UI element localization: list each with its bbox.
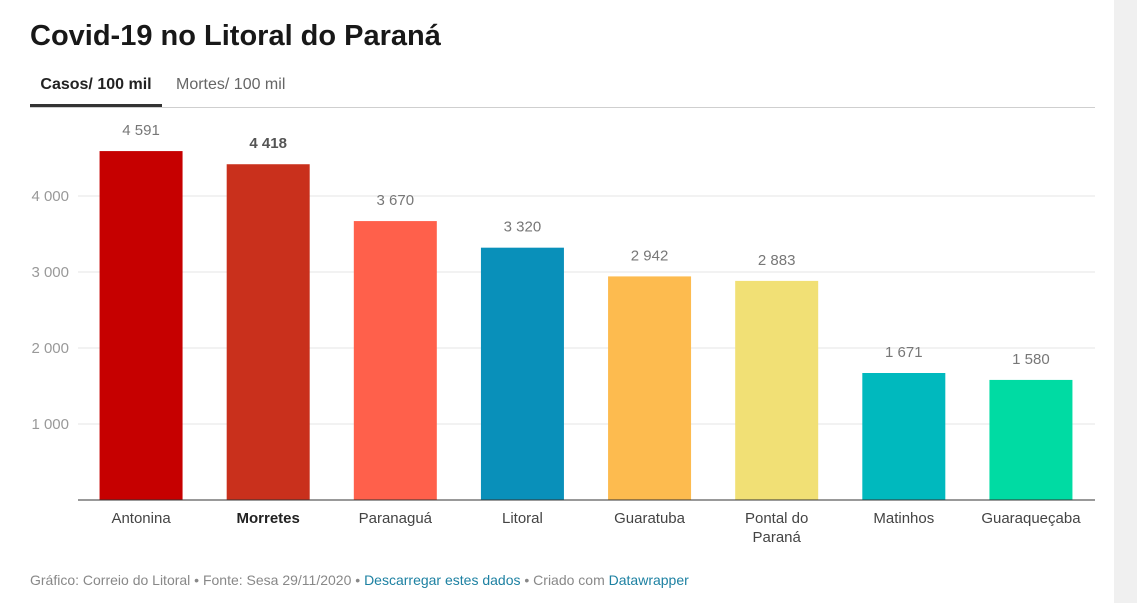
bar[interactable] (608, 276, 692, 500)
tab-bar: Casos/ 100 mil Mortes/ 100 mil (30, 66, 1095, 108)
chart-title: Covid-19 no Litoral do Paraná (30, 20, 441, 52)
data-label: 1 671 (885, 344, 923, 361)
bar-chart: 1 000 2 000 3 000 4 000 4 591 Antonina 4 418 Mo… (31, 122, 1095, 546)
bar[interactable] (99, 151, 183, 501)
x-tick-label: Paranaguá (359, 510, 433, 527)
y-tick-label: 3 000 (31, 264, 69, 281)
download-data-link[interactable]: Descarregar estes dados (364, 572, 521, 588)
data-label: 2 942 (631, 247, 669, 264)
x-tick-label: Morretes (237, 510, 300, 527)
bar[interactable] (735, 280, 819, 500)
x-tick-label: Matinhos (873, 510, 934, 527)
x-tick-label: Pontal do (745, 510, 808, 527)
data-label: 2 883 (758, 252, 796, 269)
chart-card: Covid-19 no Litoral do Paraná Casos/ 100… (0, 0, 1114, 603)
x-tick-label: Guaratuba (614, 510, 686, 527)
footer-credits: Gráfico: Correio do Litoral • Fonte: Ses… (30, 572, 365, 588)
data-label: 4 591 (122, 122, 160, 139)
footer-created-with: • Criado com (520, 572, 609, 588)
bar[interactable] (353, 221, 437, 500)
y-tick-label: 2 000 (31, 340, 69, 357)
x-tick-label: Guaraqueçaba (981, 510, 1081, 527)
data-label: 1 580 (1012, 351, 1050, 368)
y-tick-label: 1 000 (31, 416, 69, 433)
bar[interactable] (226, 164, 310, 500)
x-tick-label: Litoral (502, 510, 543, 527)
bar[interactable] (989, 379, 1073, 500)
bar[interactable] (480, 247, 564, 500)
chart-footer: Gráfico: Correio do Litoral • Fonte: Ses… (30, 572, 689, 588)
tab-mortes[interactable]: Mortes/ 100 mil (176, 76, 286, 93)
data-label: 3 320 (504, 219, 542, 236)
x-tick-label: Paraná (753, 529, 802, 546)
bar[interactable] (862, 373, 946, 500)
data-label: 3 670 (377, 192, 415, 209)
data-label: 4 418 (249, 135, 287, 152)
y-tick-label: 4 000 (31, 188, 69, 205)
tab-casos[interactable]: Casos/ 100 mil (30, 66, 162, 107)
x-tick-label: Antonina (111, 510, 171, 527)
datawrapper-link[interactable]: Datawrapper (608, 572, 689, 588)
